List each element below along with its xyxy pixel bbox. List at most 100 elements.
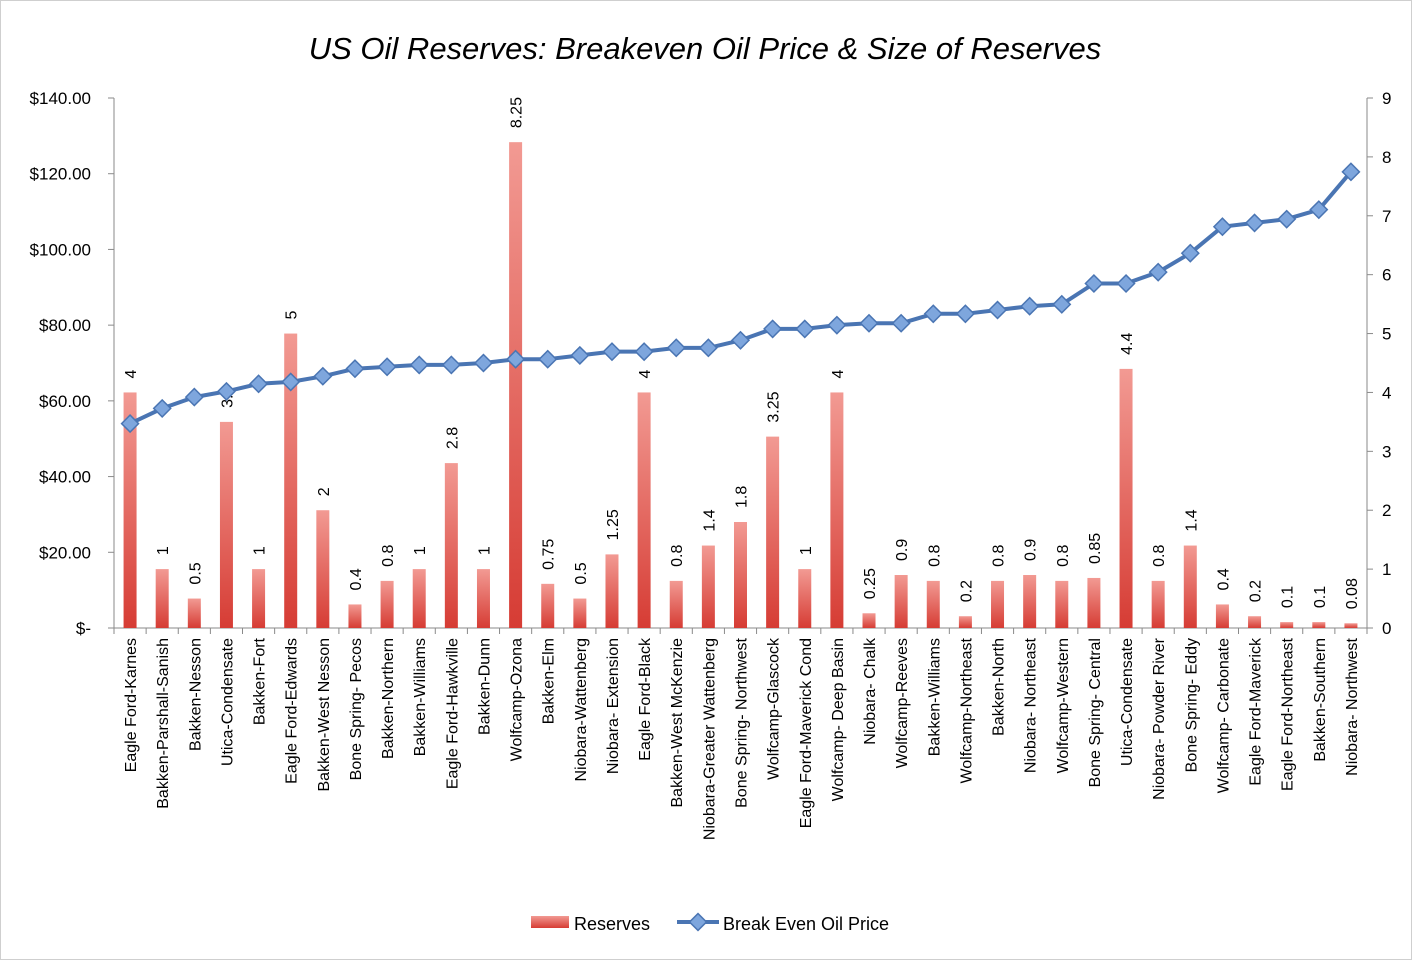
reserve-data-label: 0.8 [380,545,397,567]
reserve-bar [219,421,233,628]
x-tick-label: Niobara-Greater Wattenberg [701,638,718,840]
breakeven-price-marker [570,345,590,365]
legend-swatch-marker [688,912,708,932]
x-tick-label: Niobara-Wattenberg [573,638,590,781]
reserve-bar [1280,622,1294,628]
reserve-data-label: 0.9 [894,539,911,561]
reserve-bar [1344,623,1358,628]
x-tick-label: Wolfcamp-Northeast [958,637,975,783]
breakeven-price-marker [152,398,172,418]
chart-title: US Oil Reserves: Breakeven Oil Price & S… [309,31,1102,66]
y-right-tick-label: 4 [1382,383,1391,402]
reserve-bar [1183,545,1197,628]
breakeven-price-marker [281,372,301,392]
breakeven-price-marker [1020,296,1040,316]
x-tick-label: Niobara- Chalk [862,637,879,745]
reserve-bar [798,569,812,628]
reserve-data-label: 1.8 [734,486,751,508]
x-tick-label: Bakken-Dunn [476,638,493,735]
reserve-data-label: 0.8 [991,545,1008,567]
reserve-bar [862,613,876,628]
breakeven-price-marker [473,353,494,373]
breakeven-price-marker [955,304,975,324]
x-tick-label: Wolfcamp-Western [1055,638,1072,773]
legend: Reserves Break Even Oil Price [531,912,889,934]
reserve-data-label: 0.8 [1055,545,1072,567]
reserve-data-label: 4.4 [1119,333,1136,355]
reserve-bar [476,569,490,628]
legend-label-price: Break Even Oil Price [723,914,889,934]
reserve-bar [187,598,201,628]
breakeven-price-marker [1309,200,1329,220]
breakeven-price-marker [859,313,879,333]
x-tick-label: Bakken-Southern [1312,638,1329,762]
breakeven-price-marker [1052,294,1072,314]
y-left-tick-label: $- [76,619,91,638]
reserve-bar [348,604,362,628]
y-right-tick-label: 6 [1382,266,1391,285]
y-left-tick-label: $140.00 [30,89,91,108]
y-right-tick-label: 9 [1382,89,1391,108]
reserve-data-label: 4 [637,369,654,378]
x-tick-label: Wolfcamp-Ozona [509,638,526,761]
reserve-bar [1023,575,1037,628]
reserve-data-label: 4 [830,369,847,378]
y-left-tick-label: $100.00 [30,240,91,259]
y-right-tick-label: 5 [1382,325,1391,344]
breakeven-price-marker [538,349,558,369]
reserve-data-label: 0.8 [926,545,943,567]
breakeven-price-marker [891,313,911,333]
y-left-tick-label: $20.00 [39,543,91,562]
reserve-data-label: 0.2 [958,580,975,602]
breakeven-price-marker [249,374,269,394]
breakeven-price-marker [184,387,204,407]
reserve-bar [766,436,780,628]
reserve-bar [316,510,330,628]
breakeven-price-marker [666,338,686,358]
x-tick-label: Bakken-Northern [380,638,397,759]
reserve-data-label: 1.25 [605,509,622,540]
reserve-bar [894,575,908,628]
reserve-bar [412,569,426,628]
y-right-tick-label: 8 [1382,148,1391,167]
reserve-bar [573,598,587,628]
breakeven-price-marker [1084,273,1104,294]
x-tick-label: Wolfcamp-Glascock [766,637,783,780]
x-tick-label: Bone Spring- Northwest [734,637,751,807]
y-right-tick-label: 0 [1382,619,1391,638]
reserve-data-label: 4 [123,369,140,378]
breakeven-price-marker [827,315,847,335]
x-tick-labels-group: Eagle Ford-Karnes Bakken-Parshall-Sanish B… [123,637,1361,840]
reserve-bar [155,569,169,628]
x-tick-label: Eagle Ford-Maverick [1248,637,1265,786]
reserve-data-label: 1.4 [1183,509,1200,531]
reserve-data-label: 1 [155,546,172,555]
y-right-tick-label: 2 [1382,501,1391,520]
reserve-bar [669,580,683,628]
x-tick-label: Wolfcamp- Carbonate [1215,638,1232,793]
breakeven-price-marker [120,414,140,434]
reserve-bar [1119,368,1133,628]
reserve-bar [958,616,972,628]
reserve-bar [284,333,298,628]
reserve-data-label: 0.5 [187,562,204,584]
reserve-bar [734,522,747,628]
reserve-data-label: 2 [316,487,333,496]
breakeven-price-marker [441,355,461,375]
reserve-data-label: 0.5 [573,562,590,584]
x-tick-label: Eagle Ford-Hawkville [444,638,461,789]
reserve-data-label: 2.8 [444,427,461,449]
x-tick-label: Bakken-West McKenzie [669,638,686,808]
breakeven-price-marker [1180,243,1200,263]
breakeven-price-marker [506,349,526,369]
legend-label-reserves: Reserves [574,914,650,934]
breakeven-price-marker [987,300,1008,320]
reserve-data-label: 1 [412,546,429,555]
reserve-bar [991,580,1005,628]
breakeven-price-marker [1277,209,1297,229]
x-tick-label: Wolfcamp- Deep Basin [830,638,847,801]
reserve-data-label: 0.8 [669,545,686,567]
y-left-tick-label: $40.00 [39,468,91,487]
reserve-bar [701,545,715,628]
